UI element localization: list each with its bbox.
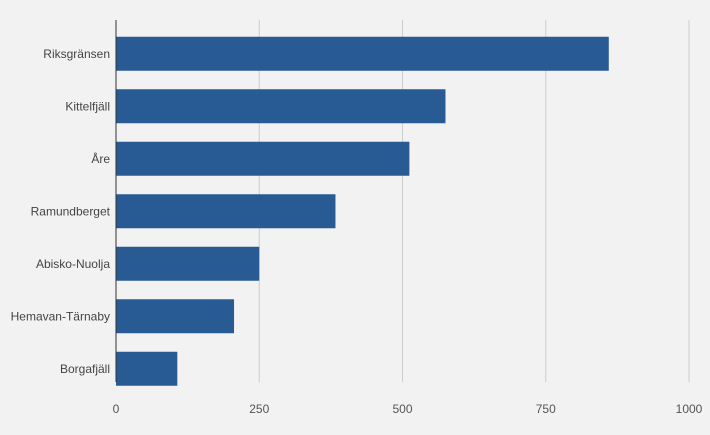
bar-hemavan-t-rnaby xyxy=(116,299,235,334)
bar-ramundberget xyxy=(116,194,336,229)
bar-kittelfj-ll xyxy=(116,89,446,124)
x-tick-label-750: 750 xyxy=(536,402,556,416)
x-tick-label-1000: 1000 xyxy=(676,402,703,416)
x-tick-label-250: 250 xyxy=(249,402,269,416)
bar-borgafj-ll xyxy=(116,351,178,386)
bars xyxy=(116,36,609,386)
bar-abisko-nuolja xyxy=(116,246,260,281)
bar-riksgr-nsen xyxy=(116,36,609,71)
x-tick-label-500: 500 xyxy=(392,402,412,416)
category-label-riksgr-nsen: Riksgränsen xyxy=(43,47,110,61)
bar--re xyxy=(116,141,410,176)
category-label-abisko-nuolja: Abisko-Nuolja xyxy=(36,257,110,271)
category-label-ramundberget: Ramundberget xyxy=(31,204,111,218)
labels: 0 250 500 750 1000 Riksgränsen Kittelfjäll Åre R… xyxy=(11,47,703,416)
x-tick-label-0: 0 xyxy=(113,402,120,416)
category-label-kittelfj-ll: Kittelfjäll xyxy=(65,99,110,113)
category-label-hemavan-t-rnaby: Hemavan-Tärnaby xyxy=(11,309,110,323)
category-label-borgafj-ll: Borgafjäll xyxy=(60,362,110,376)
category-label--re: Åre xyxy=(91,151,110,166)
